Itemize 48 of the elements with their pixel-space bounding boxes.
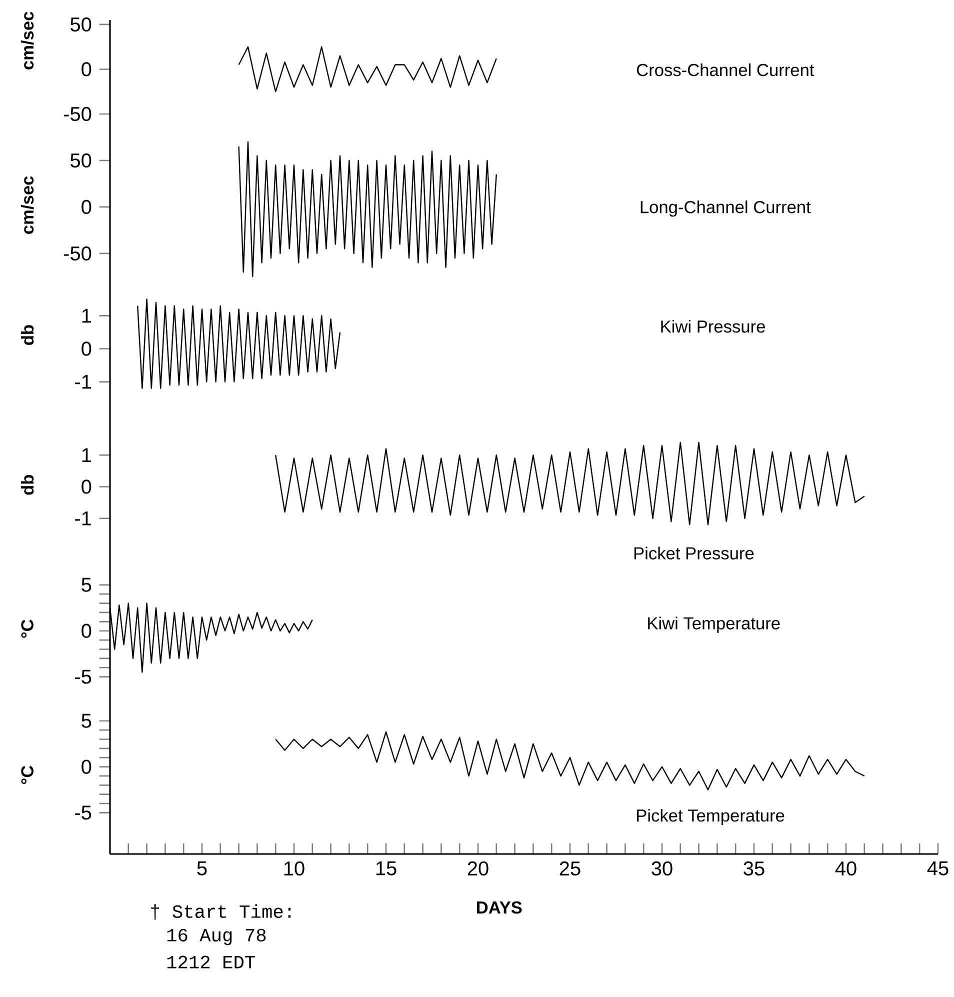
text: † Start Time:	[151, 904, 291, 920]
y-tick-label: 50	[70, 153, 92, 168]
line-series	[136, 298, 341, 389]
line-series	[274, 442, 865, 526]
y-tick-label: 0	[82, 62, 92, 76]
y-tick-label: 0	[82, 624, 92, 638]
y-tick-label: -5	[75, 670, 92, 684]
text: Cross-Channel Current	[636, 63, 814, 76]
text: 1212 EDT	[167, 956, 255, 968]
x-tick-label: 15	[376, 861, 396, 876]
y-axis-title: cm/sec	[20, 176, 34, 234]
y-tick-label: 50	[70, 17, 92, 32]
x-tick-label: 20	[468, 861, 488, 876]
x-tick-label: 35	[744, 861, 764, 876]
x-tick-label: 40	[835, 861, 856, 876]
line-series	[238, 46, 497, 92]
text: 16 Aug 78	[167, 928, 266, 946]
y-tick-label: -1	[75, 511, 91, 526]
line-series	[274, 731, 865, 790]
y-tick-label: 5	[82, 578, 92, 592]
y-tick-label: 0	[82, 480, 92, 494]
y-axis-title: °C	[21, 766, 34, 784]
y-axis-title: °C	[21, 620, 34, 638]
y-tick-label: -5	[75, 806, 92, 820]
y-axis-title: db	[20, 325, 34, 345]
x-tick-label: 25	[560, 861, 580, 876]
series-label: Picket Temperature	[637, 808, 784, 826]
x-axis-title: DAYS	[477, 901, 522, 914]
line-series	[238, 141, 497, 278]
x-tick-label: 45	[927, 861, 948, 876]
y-tick-label: 0	[82, 342, 92, 356]
y-tick-label: 0	[82, 760, 92, 774]
text: Long-Channel Current	[640, 200, 811, 217]
y-axis-title: db	[20, 475, 34, 495]
x-tick-label: 10	[284, 861, 304, 876]
text: Kiwi Temperature	[648, 616, 780, 633]
y-tick-label: 5	[82, 714, 92, 728]
text: Kiwi Pressure	[661, 320, 765, 333]
y-tick-label: 1	[82, 448, 91, 462]
y-tick-label: -50	[64, 106, 92, 122]
y-tick-label: 1	[82, 308, 91, 323]
x-tick-label: 30	[652, 861, 672, 876]
x-tick-label: 5	[197, 861, 207, 876]
y-tick-label: -50	[64, 246, 92, 261]
y-axis-title: cm/sec	[20, 12, 34, 70]
y-tick-label: -1	[75, 374, 91, 389]
y-tick-label: 0	[82, 200, 92, 214]
series-label: Picket Pressure	[634, 546, 754, 560]
